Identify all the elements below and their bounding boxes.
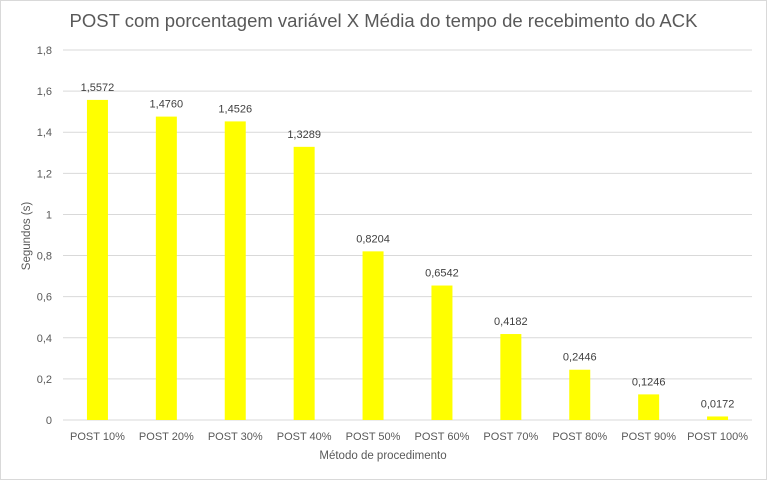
gridlines	[63, 49, 752, 421]
y-tick-label: 1,4	[37, 127, 52, 139]
y-tick-label: 1	[46, 209, 52, 221]
bar	[500, 334, 522, 420]
data-labels: 1,5572 1,4760 1,4526 1,3289 0,8204 0,6542 0,41…	[81, 82, 735, 411]
x-tick-label: POST 70%	[483, 431, 538, 443]
x-tick-label: POST 50%	[346, 431, 401, 443]
y-axis-title: Segundos (s)	[21, 202, 33, 271]
x-tick-label: POST 100%	[687, 431, 748, 443]
x-tick-label: POST 10%	[70, 431, 125, 443]
data-label: 0,0172	[701, 398, 735, 410]
y-tick-labels: 0 0,2 0,4 0,6 0,8 1 1,2 1,4 1,6 1,8	[37, 45, 52, 427]
x-tick-label: POST 60%	[415, 431, 470, 443]
x-tick-label: POST 40%	[277, 431, 332, 443]
y-tick-label: 0,8	[37, 251, 52, 263]
bar	[293, 146, 315, 420]
data-label: 1,4760	[150, 99, 184, 111]
y-tick-label: 0,2	[37, 374, 52, 386]
data-label: 0,6542	[425, 268, 459, 280]
data-label: 1,4526	[218, 103, 252, 115]
bar	[707, 416, 729, 420]
data-label: 0,4182	[494, 316, 528, 328]
bar	[86, 99, 108, 421]
y-tick-label: 1,2	[37, 168, 52, 180]
y-tick-label: 1,8	[37, 45, 52, 57]
data-label: 1,5572	[81, 82, 115, 94]
y-tick-label: 0,6	[37, 292, 52, 304]
data-label: 1,3289	[287, 129, 321, 141]
bar	[431, 285, 453, 420]
x-tick-label: POST 90%	[621, 431, 676, 443]
y-tick-label: 0,4	[37, 333, 52, 345]
bar	[569, 369, 591, 420]
bar	[224, 121, 246, 420]
data-label: 0,8204	[356, 233, 390, 245]
x-tick-labels: POST 10% POST 20% POST 30% POST 40% POST 50%…	[70, 431, 748, 443]
y-tick-label: 1,6	[37, 86, 52, 98]
bar	[638, 394, 660, 420]
data-label: 0,1246	[632, 376, 666, 388]
bar	[155, 116, 177, 420]
chart-title: POST com porcentagem variável X Média do…	[69, 10, 698, 31]
x-tick-label: POST 20%	[139, 431, 194, 443]
bars	[86, 99, 729, 421]
x-axis-title: Método de procedimento	[319, 450, 446, 462]
y-tick-label: 0	[46, 415, 52, 427]
x-tick-label: POST 80%	[552, 431, 607, 443]
data-label: 0,2446	[563, 352, 597, 364]
x-tick-label: POST 30%	[208, 431, 263, 443]
bar	[362, 251, 384, 420]
